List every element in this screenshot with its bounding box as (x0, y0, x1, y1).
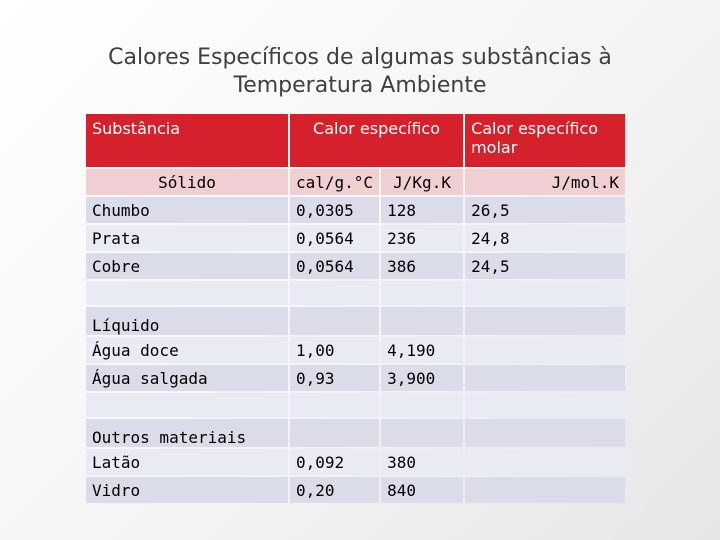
value-cal: 0,0564 (290, 253, 380, 279)
table-row: Vidro 0,20 840 (86, 477, 626, 503)
unit-cal: cal/g.°C (290, 169, 380, 195)
substance-name: Chumbo (86, 197, 288, 223)
substance-name: Vidro (86, 477, 288, 503)
value-jkg: 840 (381, 477, 464, 503)
value-jkg: 236 (381, 225, 464, 251)
slide-title: Calores Específicos de algumas substânci… (60, 44, 660, 100)
category-other-materials: Outros materiais (86, 419, 288, 447)
header-molar-heat-line-2: molar (471, 138, 518, 157)
header-molar-heat: Calor específico molar (465, 114, 626, 167)
units-row: Sólido cal/g.°C J/Kg.K J/mol.K (86, 169, 626, 195)
table-row-empty (86, 393, 626, 417)
table-row: Cobre 0,0564 386 24,5 (86, 253, 626, 279)
substance-name: Água salgada (86, 365, 288, 391)
header-specific-heat: Calor específico (290, 114, 464, 167)
header-molar-heat-line-1: Calor específico (471, 119, 599, 138)
table-row-empty (86, 281, 626, 305)
value-cal: 0,93 (290, 365, 380, 391)
table-row: Água doce 1,00 4,190 (86, 337, 626, 363)
value-jkg: 386 (381, 253, 464, 279)
value-cal: 1,00 (290, 337, 380, 363)
header-row: Substância Calor específico Calor especí… (86, 114, 626, 167)
title-line-1: Calores Específicos de algumas substânci… (108, 45, 612, 70)
substance-name: Latão (86, 449, 288, 475)
value-jmol: 26,5 (465, 197, 626, 223)
table-row: Latão 0,092 380 (86, 449, 626, 475)
table-row: Chumbo 0,0305 128 26,5 (86, 197, 626, 223)
value-jmol: 24,8 (465, 225, 626, 251)
substance-name: Água doce (86, 337, 288, 363)
title-line-2: Temperatura Ambiente (233, 73, 487, 98)
value-jkg: 4,190 (381, 337, 464, 363)
value-cal: 0,20 (290, 477, 380, 503)
category-liquid: Líquido (86, 307, 288, 335)
substance-name: Cobre (86, 253, 288, 279)
value-jkg: 380 (381, 449, 464, 475)
table-row: Água salgada 0,93 3,900 (86, 365, 626, 391)
specific-heat-table: Substância Calor específico Calor especí… (84, 112, 627, 505)
category-row: Outros materiais (86, 419, 626, 447)
table-row: Prata 0,0564 236 24,8 (86, 225, 626, 251)
substance-name: Prata (86, 225, 288, 251)
header-substance: Substância (86, 114, 288, 167)
unit-jkg: J/Kg.K (381, 169, 464, 195)
unit-jmol: J/mol.K (465, 169, 626, 195)
value-jkg: 3,900 (381, 365, 464, 391)
category-row: Líquido (86, 307, 626, 335)
value-jmol: 24,5 (465, 253, 626, 279)
value-cal: 0,0305 (290, 197, 380, 223)
value-cal: 0,0564 (290, 225, 380, 251)
solid-label: Sólido (86, 169, 288, 195)
value-cal: 0,092 (290, 449, 380, 475)
value-jkg: 128 (381, 197, 464, 223)
